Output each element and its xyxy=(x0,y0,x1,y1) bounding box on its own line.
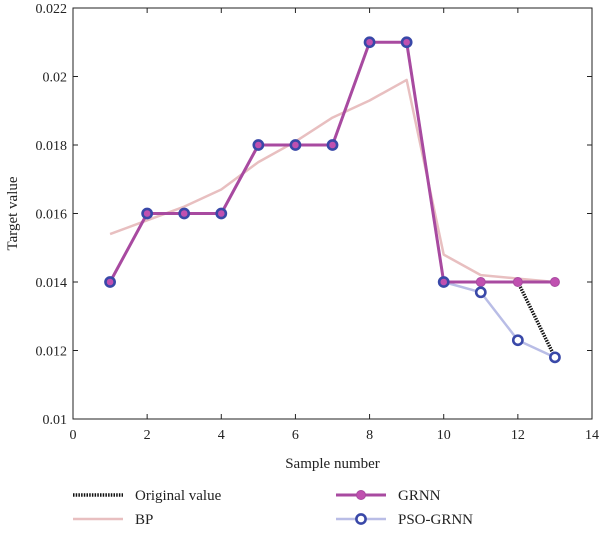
x-tick-label: 8 xyxy=(366,428,373,443)
series-grnn-point xyxy=(549,277,560,287)
series-pso-grnn-point xyxy=(178,207,191,220)
y-tick-label: 0.012 xyxy=(36,345,68,360)
series-pso-grnn-point xyxy=(326,139,339,151)
series-grnn-point xyxy=(475,277,486,287)
series-grnn-point xyxy=(512,277,523,287)
y-tick-label: 0.016 xyxy=(36,208,68,223)
series-pso-grnn-point xyxy=(215,207,228,220)
chart-legend: Original value BP GRNN PSO-GRNN xyxy=(73,488,473,528)
series-pso-grnn-point xyxy=(104,276,116,288)
x-tick-label: 0 xyxy=(70,428,77,443)
series-pso-grnn-point xyxy=(400,36,413,49)
series-pso-grnn-point xyxy=(141,207,154,220)
y-axis-title: Target value xyxy=(5,176,21,250)
legend-label: Original value xyxy=(135,488,222,504)
y-tick-label: 0.018 xyxy=(36,139,68,154)
x-tick-label: 4 xyxy=(218,428,225,443)
series-layer xyxy=(104,36,561,364)
series-pso-grnn-point xyxy=(511,334,524,347)
y-tick-label: 0.01 xyxy=(43,413,68,428)
legend-label: PSO-GRNN xyxy=(398,512,473,528)
legend-marker-grnn xyxy=(356,490,366,500)
x-tick-label: 14 xyxy=(585,428,599,443)
series-grnn-line xyxy=(108,40,555,284)
legend-item: BP xyxy=(73,512,153,528)
x-tick-label: 2 xyxy=(144,428,151,443)
legend-item: Original value xyxy=(73,488,222,504)
axes-layer: 0 2 4 6 8 10 12 14 0.01 0.012 0.014 0.016 0.018 0.02 0… xyxy=(5,2,599,472)
y-tick-label: 0.014 xyxy=(36,276,68,291)
x-tick-label: 10 xyxy=(437,428,451,443)
x-tick-label: 12 xyxy=(511,428,525,443)
series-pso-grnn-point xyxy=(549,351,561,364)
legend-label: GRNN xyxy=(398,488,441,504)
x-tick-label: 6 xyxy=(292,428,299,443)
y-tick-label: 0.02 xyxy=(43,71,68,86)
series-original-value-segment xyxy=(516,281,557,359)
series-pso-grnn-point xyxy=(252,139,265,151)
series-pso-grnn-point xyxy=(363,36,376,49)
legend-item: GRNN xyxy=(336,488,441,504)
legend-marker-pso-grnn xyxy=(355,513,367,525)
legend-item: PSO-GRNN xyxy=(336,512,473,528)
x-axis-title: Sample number xyxy=(285,456,380,472)
series-pso-grnn-point xyxy=(437,276,450,288)
legend-label: BP xyxy=(135,512,153,528)
series-bp-line xyxy=(109,78,556,284)
series-pso-grnn-line xyxy=(108,41,556,359)
y-tick-label: 0.022 xyxy=(36,2,68,17)
series-pso-grnn-point xyxy=(474,286,487,299)
series-pso-grnn-point xyxy=(289,139,302,151)
